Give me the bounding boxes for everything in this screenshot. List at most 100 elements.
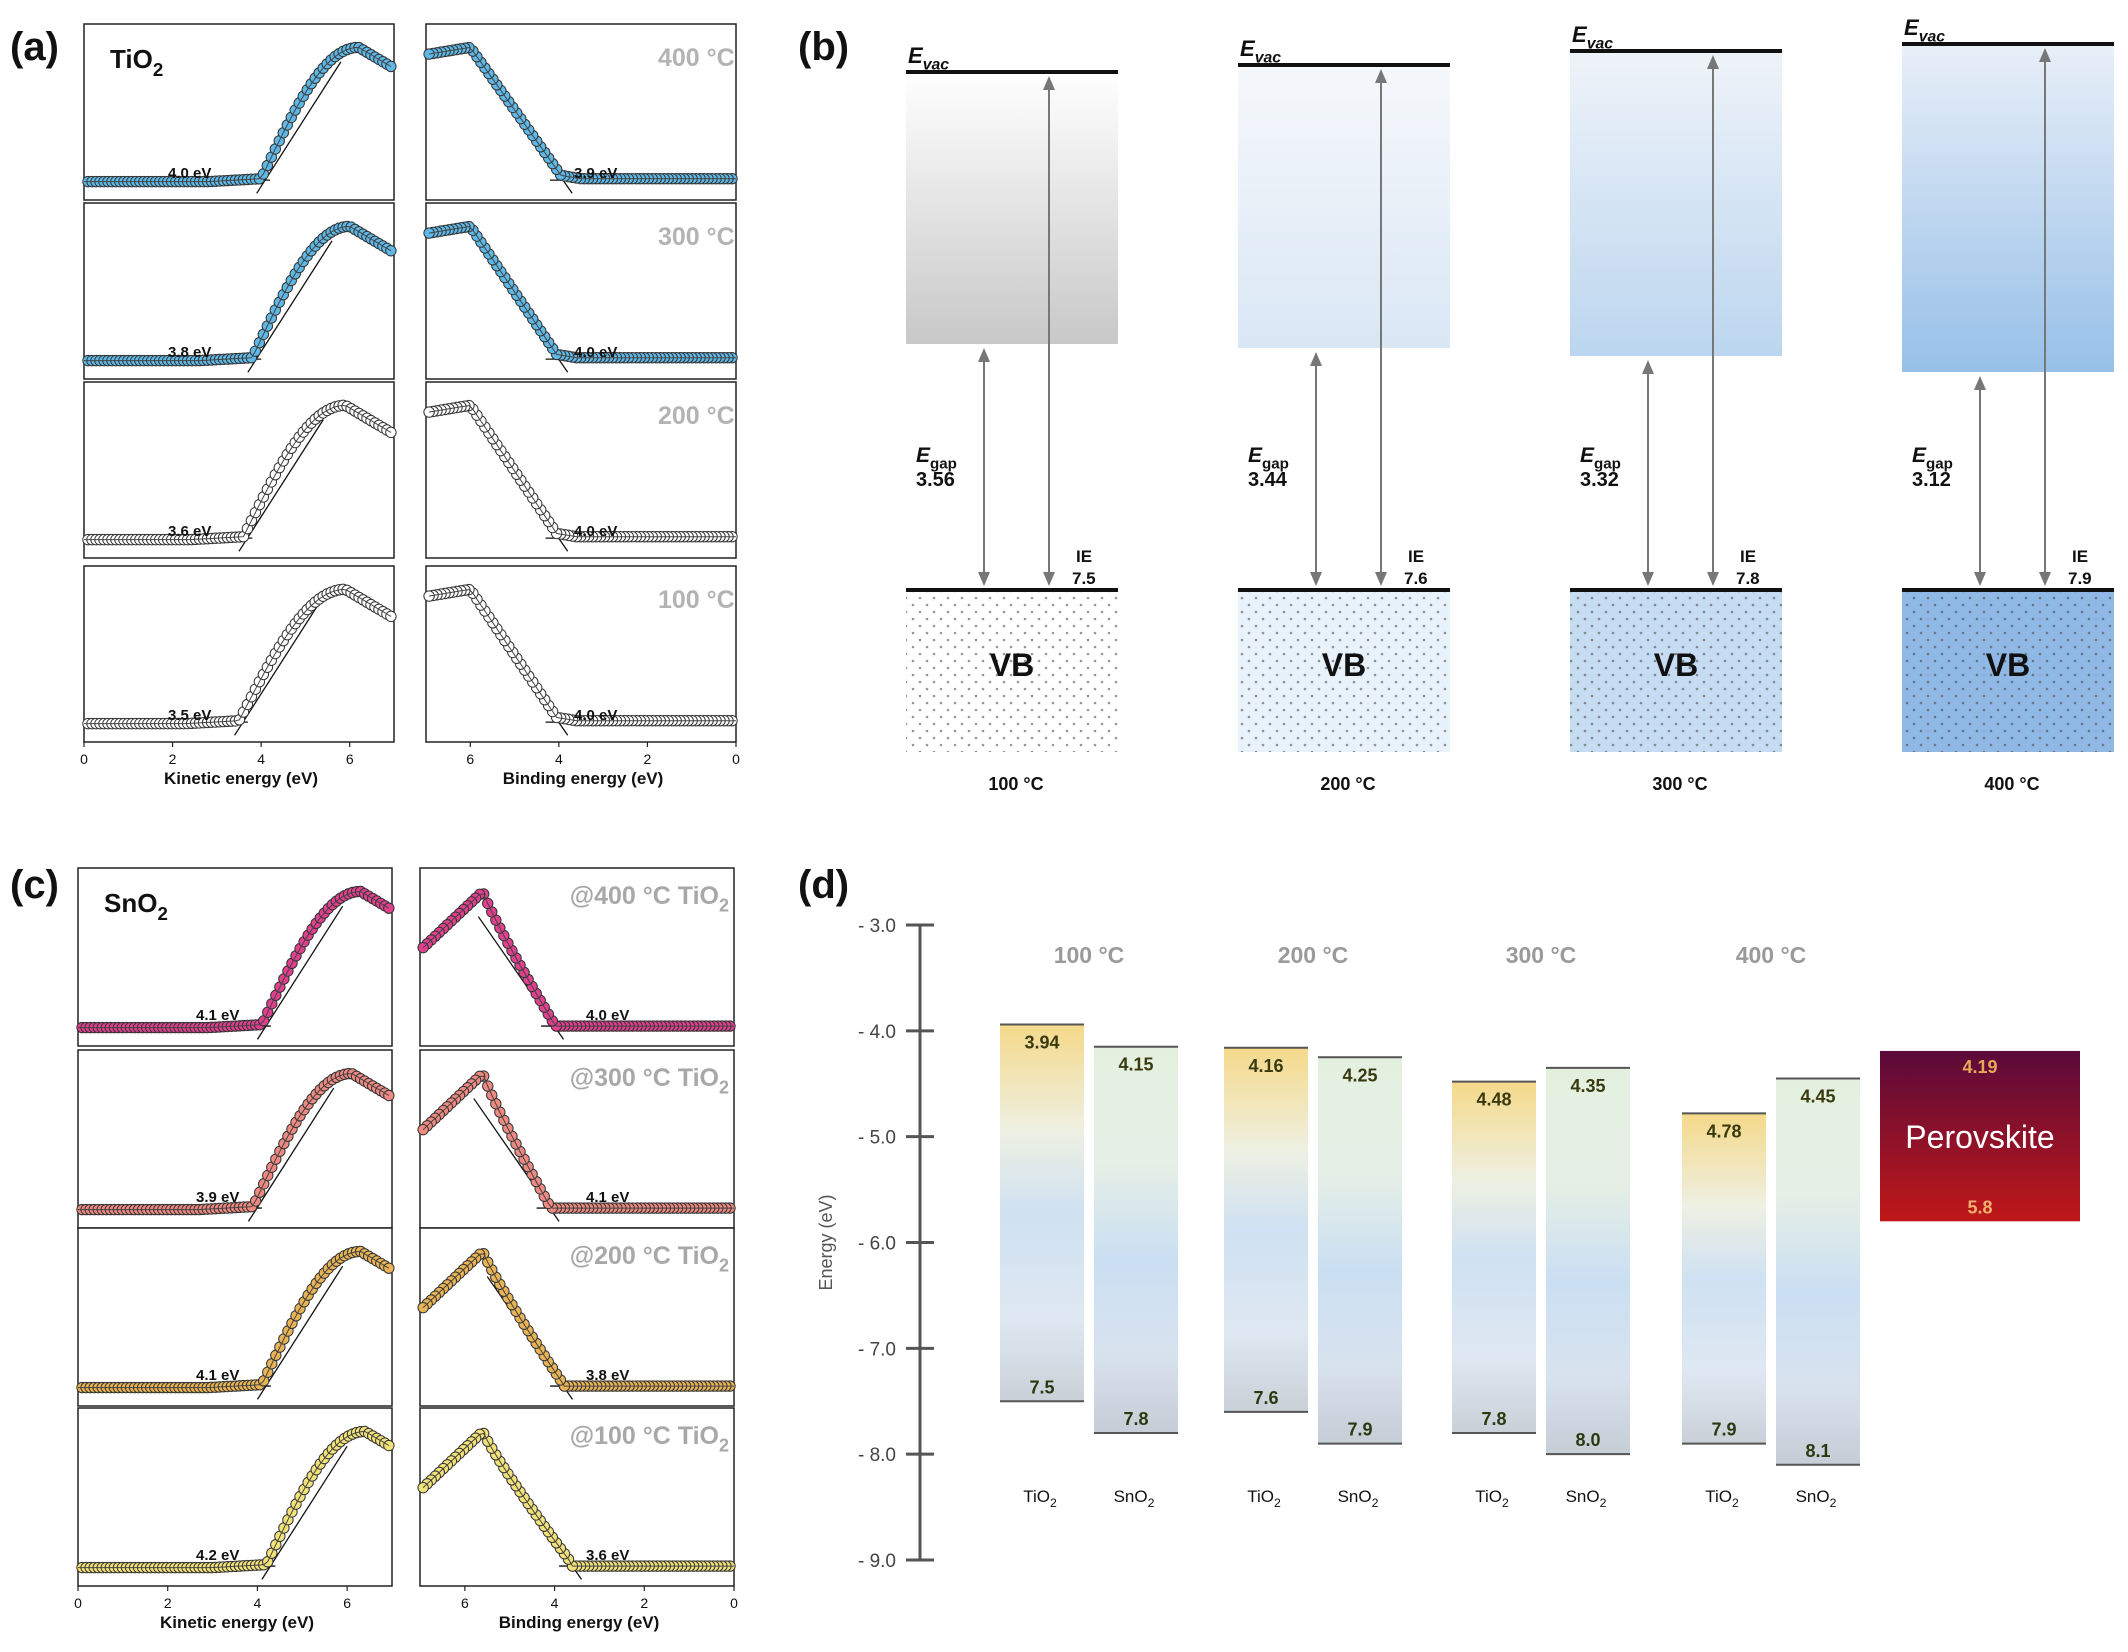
c-be-tick-label-0: 6 — [461, 1595, 469, 1611]
b-temp-1: 200 °C — [1320, 774, 1375, 794]
c-ke-value-0: 4.1 eV — [196, 1007, 239, 1024]
b-ie-label-3: IE — [2072, 547, 2088, 566]
d-tio2-name-1-sub: 2 — [1274, 1496, 1281, 1510]
b-ie-arrowhead-bottom-0 — [1043, 572, 1055, 586]
a-material-sub: 2 — [153, 59, 163, 80]
b-ie-value-2: 7.8 — [1736, 569, 1760, 588]
d-tio2-band-1 — [1224, 1047, 1308, 1412]
b-ie-arrowhead-bottom-1 — [1375, 572, 1387, 586]
b-egap-label-3: Egap — [1912, 444, 1953, 472]
d-sno2-name-1-main: SnO — [1338, 1487, 1372, 1506]
c-be-curve-1 — [422, 1075, 734, 1209]
c-temp-1-main: @300 °C TiO — [570, 1064, 719, 1092]
b-ie-value-3: 7.9 — [2068, 569, 2092, 588]
c-temp-3-main: @100 °C TiO — [570, 1422, 719, 1450]
a-be-tick-label-1: 4 — [555, 751, 563, 767]
c-temp-0-main: @400 °C TiO — [570, 882, 719, 910]
b-egap-value-0: 3.56 — [916, 469, 955, 491]
c-temp-3: @100 °C TiO2 — [570, 1422, 729, 1456]
a-be-curve-0 — [429, 46, 736, 180]
c-temp-2-sub: 2 — [719, 1256, 729, 1276]
b-conduction-block-1 — [1238, 65, 1450, 348]
d-group-temp-2: 300 °C — [1506, 942, 1577, 968]
b-conduction-block-3 — [1902, 44, 2114, 372]
c-ke-value-1: 3.9 eV — [196, 1189, 239, 1206]
d-sno2-band-0 — [1094, 1046, 1178, 1433]
b-ie-arrowhead-bottom-3 — [2039, 572, 2051, 586]
d-ytick-label-4: - 7.0 — [858, 1339, 896, 1360]
b-evac-label-0-sub: vac — [923, 57, 950, 74]
a-ke-curve-3 — [84, 588, 392, 725]
c-be-value-2: 3.8 eV — [586, 1367, 629, 1384]
d-group-temp-3: 400 °C — [1736, 942, 1807, 968]
d-sno2-name-3-main: SnO — [1796, 1487, 1830, 1506]
b-label: (b) — [798, 25, 849, 69]
a-ke-curve-1 — [84, 225, 392, 362]
d-sno2-vb-value-0: 7.8 — [1123, 1409, 1148, 1429]
d-tio2-name-3-sub: 2 — [1732, 1496, 1739, 1510]
a-be-value-0: 3.9 eV — [574, 165, 617, 182]
c-ke-curve-3 — [78, 1430, 390, 1569]
d-tio2-band-2 — [1452, 1081, 1536, 1433]
d-group-temp-0: 100 °C — [1054, 942, 1125, 968]
b-ie-arrowhead-top-1 — [1375, 69, 1387, 83]
a-be-tick-label-0: 6 — [466, 751, 474, 767]
a-ke-value-2: 3.6 eV — [168, 523, 211, 540]
d-ylabel: Energy (eV) — [816, 1194, 836, 1290]
d-perovskite-vb-value: 5.8 — [1967, 1197, 1992, 1217]
d-tio2-band-0 — [1000, 1024, 1084, 1402]
d-ytick-label-5: - 8.0 — [858, 1445, 896, 1466]
d-sno2-name-3-sub: 2 — [1830, 1496, 1837, 1510]
d-tio2-name-2: TiO2 — [1475, 1487, 1509, 1510]
a-material: TiO2 — [110, 44, 163, 80]
b-egap-value-2: 3.32 — [1580, 469, 1619, 491]
b-egap-arrowhead-bottom-0 — [978, 572, 990, 586]
b-evac-label-3-sub: vac — [1919, 29, 1946, 46]
c-be-tick-label-1: 4 — [551, 1595, 559, 1611]
b-vb-label-2: VB — [1654, 647, 1698, 683]
c-ke-value-2: 4.1 eV — [196, 1367, 239, 1384]
c-temp-1-sub: 2 — [719, 1078, 729, 1098]
b-evac-label-0-main: E — [908, 43, 924, 68]
d-sno2-name-1-sub: 2 — [1372, 1496, 1379, 1510]
d-sno2-name-3: SnO2 — [1796, 1487, 1837, 1510]
c-temp-2-main: @200 °C TiO — [570, 1242, 719, 1270]
d-perovskite-band — [1880, 1050, 2080, 1222]
d-tio2-cb-value-0: 3.94 — [1024, 1032, 1059, 1052]
b-egap-label-1: Egap — [1248, 444, 1289, 472]
c-temp-2: @200 °C TiO2 — [570, 1242, 729, 1276]
d-tio2-name-0-main: TiO — [1023, 1487, 1050, 1506]
d-tio2-name-1-main: TiO — [1247, 1487, 1274, 1506]
c-ke-tick-label-3: 6 — [343, 1595, 351, 1611]
c-material-sub: 2 — [157, 903, 167, 924]
d-sno2-vb-value-3: 8.1 — [1805, 1441, 1830, 1461]
a-ke-tick-label-2: 4 — [257, 751, 265, 767]
b-ie-label-2: IE — [1740, 547, 1756, 566]
b-ie-value-0: 7.5 — [1072, 569, 1096, 588]
c-ke-curve-0 — [78, 890, 390, 1029]
d-label: (d) — [798, 863, 849, 907]
c-label: (c) — [10, 863, 59, 907]
d-sno2-vb-value-1: 7.9 — [1347, 1420, 1372, 1440]
c-be-tick-label-3: 0 — [730, 1595, 738, 1611]
b-egap-label-0: Egap — [916, 444, 957, 472]
d-tio2-vb-value-2: 7.8 — [1481, 1409, 1506, 1429]
d-perovskite-cb-value: 4.19 — [1962, 1057, 1997, 1077]
a-material-main: TiO — [110, 44, 153, 74]
d-tio2-vb-value-1: 7.6 — [1253, 1388, 1278, 1408]
c-temp-1: @300 °C TiO2 — [570, 1064, 729, 1098]
c-temp-0-sub: 2 — [719, 896, 729, 916]
b-ie-arrowhead-bottom-2 — [1707, 572, 1719, 586]
b-conduction-block-2 — [1570, 51, 1782, 356]
a-ke-box-2 — [83, 381, 395, 559]
c-ke-tick-label-2: 4 — [254, 1595, 262, 1611]
b-egap-arrowhead-top-2 — [1642, 360, 1654, 374]
b-egap-arrowhead-bottom-2 — [1642, 572, 1654, 586]
b-vb-label-0: VB — [990, 647, 1034, 683]
a-ke-value-0: 4.0 eV — [168, 165, 211, 182]
d-tio2-vb-value-0: 7.5 — [1029, 1377, 1054, 1397]
a-ke-tick-label-3: 6 — [346, 751, 354, 767]
b-evac-label-3-main: E — [1904, 15, 1920, 40]
a-temp-0: 400 °C — [658, 44, 735, 72]
